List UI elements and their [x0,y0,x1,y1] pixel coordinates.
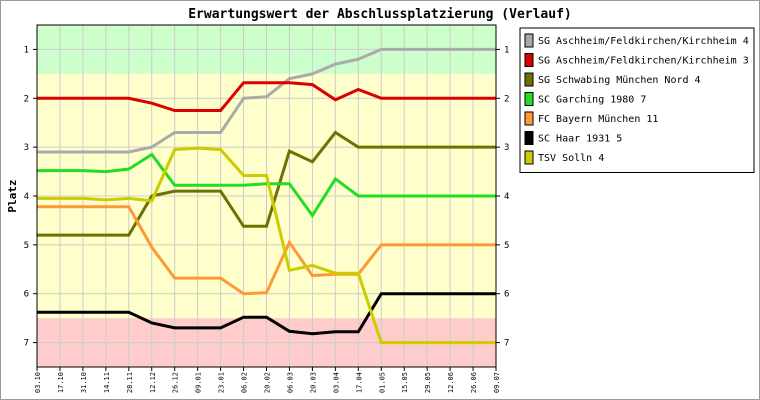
legend-swatch-5 [524,111,534,126]
x-tick-label: 31.10 [80,372,88,393]
legend-label-4: SC Garching 1980 7 [538,95,646,106]
legend-box [519,27,755,173]
legend: SG Aschheim/Feldkirchen/Kirchheim 4 SG As… [519,27,755,173]
y-tick-label-right: 5 [504,241,509,251]
x-tick-label: 12.12 [149,372,157,393]
x-axis-ticks: 03.10 17.10 31.10 14.11 28.11 12.12 26.12 09.01… [34,367,501,393]
x-tick-label: 26.06 [470,372,478,393]
y-tick-label: 6 [24,290,29,300]
y-tick-label-right: 6 [504,290,509,300]
legend-swatch-7 [524,150,534,165]
series-lines [37,47,496,345]
x-tick-label: 23.01 [218,372,226,393]
x-tick-label: 20.03 [309,372,317,393]
y-tick-label-right: 3 [504,143,509,153]
y-tick-label: 1 [24,45,29,55]
series-line-1 [37,47,496,154]
x-tick-label: 17.10 [57,372,65,393]
y-tick-label: 4 [24,192,29,202]
x-tick-label: 09.07 [493,372,501,393]
series-line-7 [37,146,496,345]
y-axis-ticks-right: 1 2 3 4 5 6 7 [496,45,509,349]
series-line-6 [37,292,496,336]
series-line-2 [37,81,496,112]
x-tick-label: 15.05 [401,372,409,393]
legend-label-3: SG Schwabing München Nord 4 [538,75,701,86]
x-tick-label: 26.12 [172,372,180,393]
series-line-3 [37,130,496,237]
legend-swatch-6 [524,131,534,145]
y-tick-label: 5 [24,241,29,251]
x-tick-label: 17.04 [355,372,363,393]
legend-swatch-2 [524,53,534,67]
x-tick-label: 14.11 [103,372,111,393]
y-tick-label-right: 1 [504,45,509,55]
x-tick-label: 01.05 [378,372,386,393]
legend-label-1: SG Aschheim/Feldkirchen/Kirchheim 4 [538,36,749,47]
x-tick-label: 09.01 [195,372,203,393]
x-tick-label: 03.10 [34,372,42,393]
legend-label-6: SC Haar 1931 5 [538,134,622,145]
x-tick-label: 03.04 [332,372,340,393]
x-tick-label: 06.02 [241,372,249,393]
legend-swatch-1 [524,33,534,48]
y-tick-label: 3 [24,143,29,153]
y-axis-label: Platz [6,179,19,212]
legend-label-7: TSV Solln 4 [538,153,604,164]
legend-label-5: FC Bayern München 11 [538,114,658,125]
y-tick-label: 7 [24,339,29,349]
y-tick-label-right: 7 [504,339,509,349]
x-tick-label: 29.05 [424,372,432,393]
y-axis-ticks-left: 1 2 3 4 5 6 7 [24,45,37,349]
y-tick-label: 2 [24,94,29,104]
x-tick-label: 12.06 [447,372,455,393]
legend-swatch-4 [524,92,534,106]
legend-label-2: SG Aschheim/Feldkirchen/Kirchheim 3 [538,56,749,67]
legend-swatch-3 [524,72,534,87]
chart-title: Erwartungswert der Abschlussplatzierung … [188,7,572,22]
x-tick-label: 20.02 [264,372,272,393]
x-tick-label: 28.11 [126,372,134,393]
x-tick-label: 06.03 [286,372,294,393]
y-tick-label-right: 4 [504,192,509,202]
y-tick-label-right: 2 [504,94,509,104]
series-line-4 [37,152,496,219]
